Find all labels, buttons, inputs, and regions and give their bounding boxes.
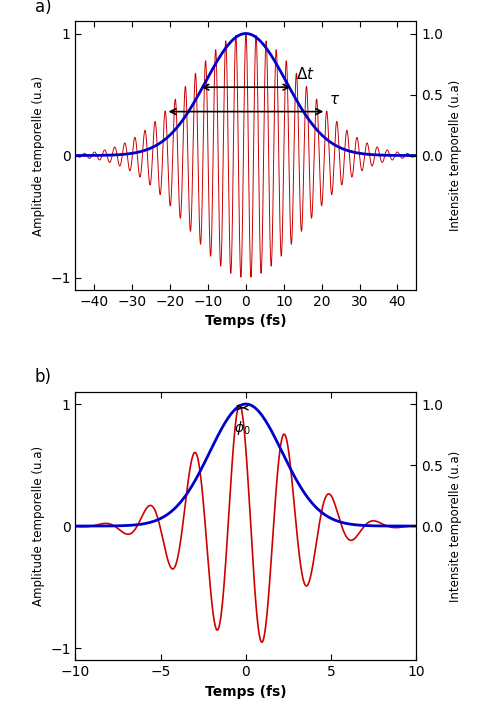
Text: $\tau$: $\tau$	[329, 92, 340, 106]
Y-axis label: Amplitude temporelle (u.a): Amplitude temporelle (u.a)	[32, 75, 45, 236]
Y-axis label: Intensite temporelle (u.a): Intensite temporelle (u.a)	[449, 450, 462, 601]
Text: b): b)	[35, 368, 52, 386]
Y-axis label: Amplitude temporelle (u.a): Amplitude temporelle (u.a)	[32, 446, 45, 606]
Text: a): a)	[35, 0, 51, 16]
X-axis label: Temps (fs): Temps (fs)	[205, 684, 287, 699]
Y-axis label: Intensite temporelle (u.a): Intensite temporelle (u.a)	[449, 80, 462, 231]
Text: $\phi_0$: $\phi_0$	[234, 419, 251, 437]
Text: $\Delta t$: $\Delta t$	[296, 66, 315, 82]
X-axis label: Temps (fs): Temps (fs)	[205, 315, 287, 328]
